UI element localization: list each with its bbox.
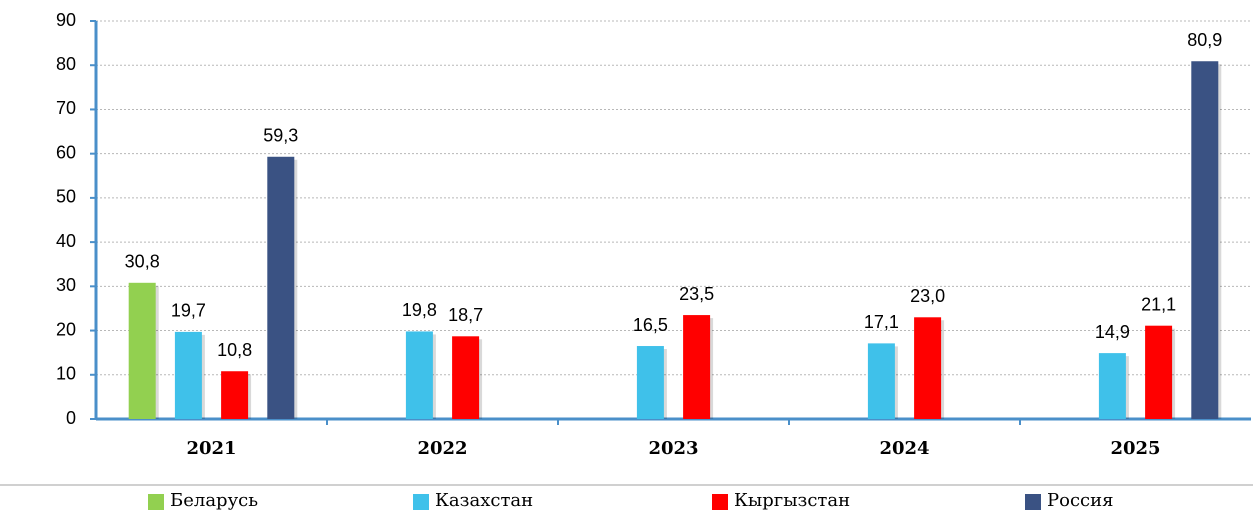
bar [174,331,202,419]
bar [221,371,249,419]
data-label: 59,3 [263,126,298,146]
bar [683,315,711,419]
data-label: 19,8 [402,300,437,320]
x-tick-label: 2023 [648,438,698,459]
legend-swatch [712,494,728,510]
y-tick-label: 80 [56,54,76,74]
y-tick-label: 20 [56,319,76,339]
data-label: 23,0 [910,286,945,306]
data-label: 19,7 [171,301,206,321]
y-tick-label: 0 [66,408,76,428]
bar [867,343,895,419]
legend-label: Беларусь [170,490,258,511]
bar [405,331,433,419]
x-tick-label: 2025 [1110,438,1160,459]
legend-swatch [148,494,164,510]
legend-swatch [1025,494,1041,510]
x-tick-label: 2024 [879,438,929,459]
bar [452,336,480,419]
data-label: 21,1 [1141,294,1176,314]
y-tick-label: 60 [56,142,76,162]
legend-label: Казахстан [435,490,533,511]
data-label: 23,5 [679,284,714,304]
y-tick-label: 10 [56,364,76,384]
data-label: 16,5 [633,315,668,335]
bar [267,156,295,420]
y-tick-label: 90 [56,10,76,30]
x-tick-label: 2022 [417,438,467,459]
y-tick-label: 50 [56,187,76,207]
bar [128,282,156,419]
data-label: 30,8 [125,252,160,272]
legend-label: Кыргызстан [734,490,850,511]
y-tick-label: 70 [56,98,76,118]
bar [636,346,664,419]
y-tick-label: 30 [56,275,76,295]
legend-swatch [413,494,429,510]
bar [1098,353,1126,419]
data-label: 14,9 [1095,322,1130,342]
data-label: 18,7 [448,305,483,325]
y-tick-label: 40 [56,231,76,251]
bar [1191,61,1219,420]
bar [1145,325,1173,419]
data-label: 80,9 [1187,30,1222,50]
bar [914,317,942,419]
legend-label: Россия [1047,490,1113,511]
data-label: 17,1 [864,312,899,332]
data-label: 10,8 [217,340,252,360]
x-tick-label: 2021 [186,438,236,459]
